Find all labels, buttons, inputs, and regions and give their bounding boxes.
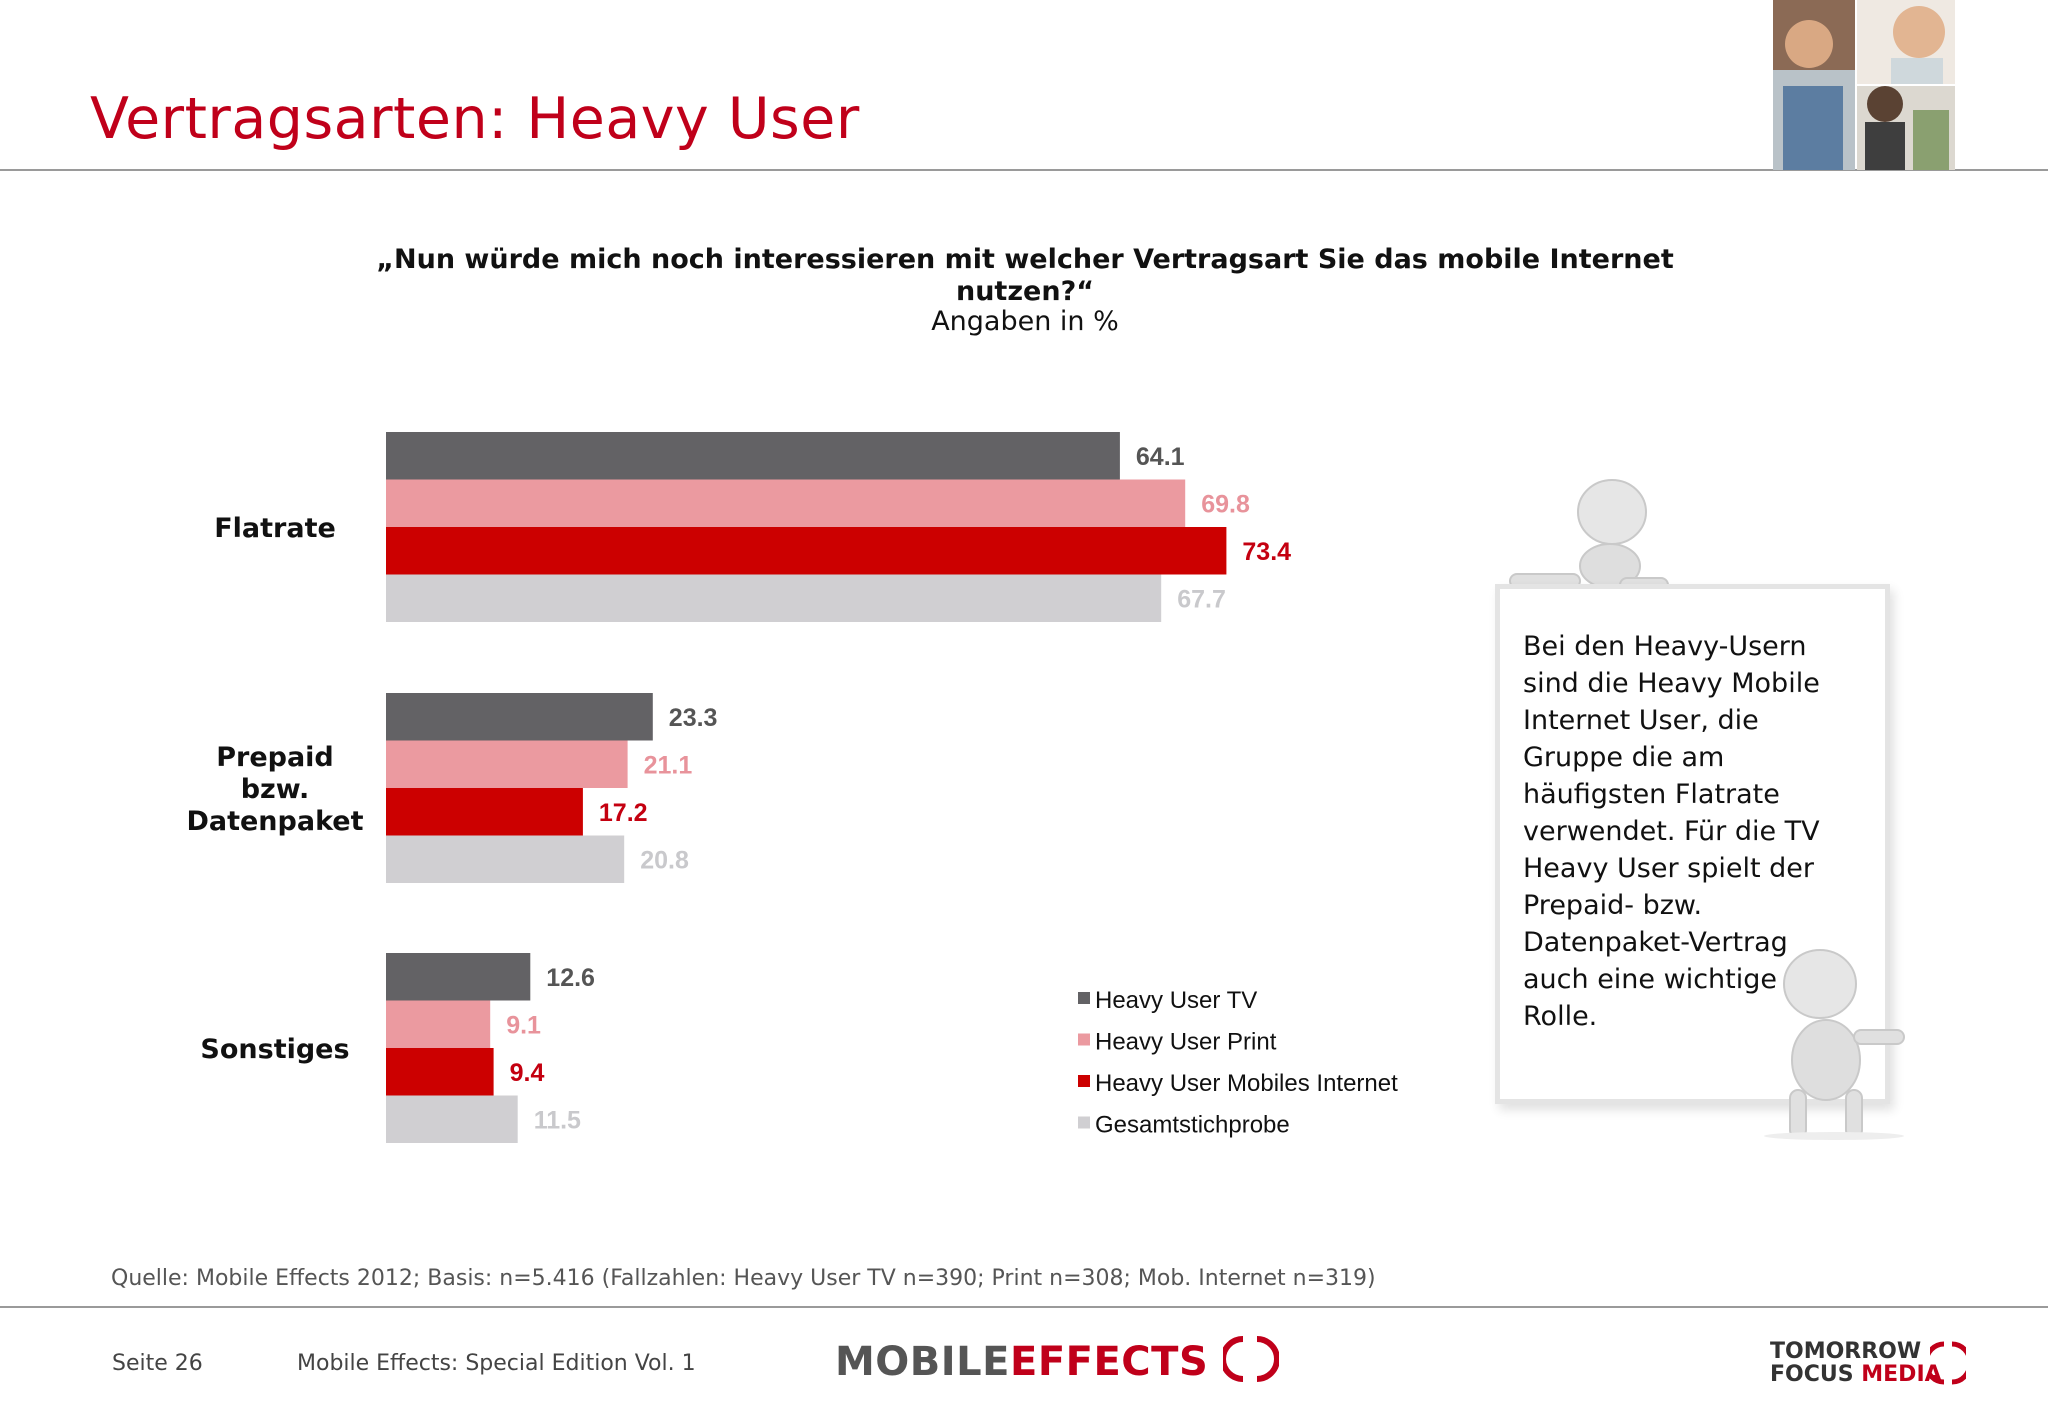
bar <box>386 693 653 741</box>
logo-bracket-icon <box>1930 1341 1966 1385</box>
legend-swatch <box>1078 1075 1090 1087</box>
data-label: 9.4 <box>510 1059 545 1087</box>
data-label: 69.8 <box>1201 490 1250 518</box>
header-divider <box>0 169 2048 171</box>
chart-subtitle: Angaben in % <box>931 306 1119 337</box>
legend-swatch <box>1078 1116 1090 1129</box>
category-label: Datenpaket <box>186 806 363 837</box>
bar <box>386 835 625 883</box>
bar-chart: 64.1 69.8 73.4 67.7 Flatrate 23.3 21.1 17.2 20.8… <box>186 432 1398 1143</box>
legend-label: Heavy User TV <box>1095 987 1257 1014</box>
figure-top-icon <box>1509 479 1669 593</box>
bar <box>386 953 531 1001</box>
bar <box>386 788 583 836</box>
data-label: 12.6 <box>546 964 595 992</box>
data-label: 23.3 <box>669 704 718 732</box>
chart-title: „Nun würde mich noch interessieren mit w… <box>376 244 1674 307</box>
bar <box>386 740 628 788</box>
data-label: 9.1 <box>506 1011 541 1039</box>
category-label: Sonstiges <box>200 1034 349 1065</box>
bar <box>386 1000 491 1048</box>
bar <box>386 1048 494 1096</box>
note-text: Bei den Heavy-Usern sind die Heavy Mobil… <box>1523 631 1820 1032</box>
legend-label: Heavy User Print <box>1095 1029 1277 1056</box>
data-label: 17.2 <box>599 799 648 827</box>
figure-bottom-icon <box>1764 949 1905 1140</box>
legend-label: Heavy User Mobiles Internet <box>1095 1070 1398 1097</box>
logo-brackets-icon <box>1219 1336 1280 1382</box>
mobile-effects-logo: MOBILEEFFECTS <box>835 1335 1280 1385</box>
category-label: Flatrate <box>214 513 336 544</box>
data-label: 11.5 <box>534 1106 581 1134</box>
data-label: 67.7 <box>1177 585 1226 613</box>
edition-label: Mobile Effects: Special Edition Vol. 1 <box>297 1351 696 1376</box>
data-label: 73.4 <box>1242 538 1291 566</box>
bar <box>386 574 1162 622</box>
source-note: Quelle: Mobile Effects 2012; Basis: n=5.… <box>111 1266 1376 1291</box>
bar <box>386 479 1186 527</box>
legend-swatch <box>1078 992 1090 1004</box>
bar <box>386 1095 518 1143</box>
data-label: 20.8 <box>640 846 689 874</box>
category-label: Prepaid <box>216 742 334 773</box>
data-label: 21.1 <box>644 751 693 779</box>
page-number: Seite 26 <box>112 1351 203 1376</box>
tomorrow-focus-logo: TOMORROW FOCUS MEDIA <box>1770 1339 1942 1387</box>
header-photo-collage <box>1773 0 1955 170</box>
category-label: bzw. <box>241 774 310 805</box>
footer-divider <box>0 1306 2048 1308</box>
bar <box>386 432 1120 480</box>
data-label: 64.1 <box>1136 443 1185 471</box>
legend-label: Gesamtstichprobe <box>1095 1112 1290 1139</box>
bar <box>386 527 1227 575</box>
page-title: Vertragsarten: Heavy User <box>90 86 860 152</box>
legend-swatch <box>1078 1033 1090 1046</box>
